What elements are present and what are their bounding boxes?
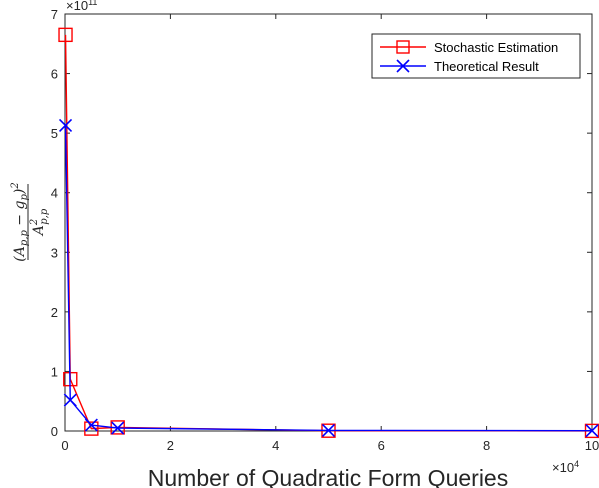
legend-label-theoretical: Theoretical Result [434,59,539,74]
y-tick-label: 1 [51,364,58,379]
series-layer [58,27,599,439]
x-axis-multiplier: ×104 [552,459,579,475]
x-axis-label: Number of Quadratic Form Queries [148,465,508,488]
legend-x-marker-icon [396,59,410,73]
y-tick-label: 7 [51,7,58,22]
data-point-x [585,424,599,438]
data-point-x [63,393,77,407]
series-line-1 [64,125,593,432]
legend-square-marker-icon [396,40,410,54]
y-axis-label: (Ap,p − gp)2 A2p,p [10,182,50,261]
legend-item-theoretical: Theoretical Result [380,59,539,74]
x-tick-label: 10 [585,438,599,453]
data-point-x [58,118,73,132]
y-tick-label: 0 [51,424,58,439]
y-tick-label: 3 [51,245,58,260]
y-tick-label: 4 [51,186,58,201]
data-point-x [84,418,98,432]
y-axis-multiplier: ×1011 [66,0,97,13]
data-point-x [321,423,336,437]
x-tick-label: 6 [378,438,385,453]
y-tick-label: 5 [51,126,58,141]
data-point-square [84,421,99,436]
data-point-square [58,27,73,43]
svg-text:(Ap,p − gp)2: (Ap,p − gp)2 [10,182,30,261]
plot-area [64,13,593,432]
legend: Stochastic Estimation Theoretical Result [371,33,581,79]
x-tick-label: 0 [61,438,68,453]
x-axis-ticks: 0 2 4 6 8 10 [61,14,599,453]
y-tick-label: 2 [51,305,58,320]
y-axis-ticks: 0 1 2 3 4 5 6 7 [51,7,592,439]
data-point-x [111,421,125,435]
svg-text:A2p,p: A2p,p [29,208,50,237]
legend-item-stochastic: Stochastic Estimation [380,40,558,55]
x-tick-label: 8 [483,438,490,453]
y-tick-label: 6 [51,67,58,82]
x-tick-label: 4 [272,438,279,453]
legend-label-stochastic: Stochastic Estimation [434,40,558,55]
x-tick-label: 2 [167,438,174,453]
